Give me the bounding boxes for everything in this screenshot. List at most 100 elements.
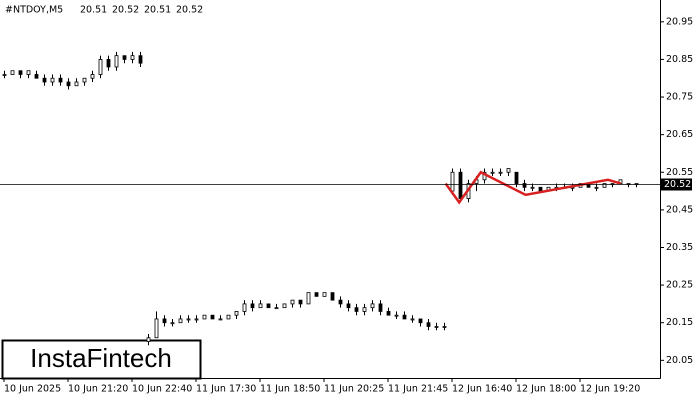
candle-body	[450, 171, 455, 192]
candle-body	[226, 314, 231, 320]
candle-body	[426, 322, 431, 327]
candle-body	[362, 307, 367, 312]
candle-body	[346, 303, 351, 309]
candle-body	[98, 59, 103, 75]
x-tick-label: 12 Jun 16:40	[452, 384, 512, 395]
price-label-box	[660, 178, 692, 191]
x-tick-label: 11 Jun 20:25	[324, 384, 384, 395]
y-tick-label: 20.05	[666, 355, 693, 366]
candle-body	[162, 318, 167, 324]
candle-body	[490, 171, 495, 174]
candle-body	[146, 337, 151, 342]
candle-body	[218, 318, 223, 321]
candle-body	[90, 74, 95, 79]
candle-body	[538, 186, 543, 192]
watermark-frame	[1, 339, 202, 380]
price-label: 20.52	[664, 179, 691, 190]
quote-value: 20.52	[112, 5, 139, 16]
candle-body	[418, 318, 423, 324]
y-tick-label: 20.75	[666, 92, 693, 103]
x-tick-label: 11 Jun 21:45	[388, 384, 448, 395]
candle-body	[130, 55, 135, 60]
candle-body	[274, 307, 279, 310]
candle-body	[330, 292, 335, 301]
candle-body	[370, 303, 375, 309]
candle-body	[210, 314, 215, 320]
candle-body	[202, 314, 207, 320]
x-tick-label: 12 Jun 19:20	[580, 384, 640, 395]
candle-body	[50, 77, 55, 83]
pattern-line	[444, 170, 622, 205]
candle-body	[394, 314, 399, 317]
candle-body	[386, 311, 391, 316]
y-tick-label: 20.25	[666, 280, 693, 291]
candle-body	[338, 299, 343, 305]
candle-body	[66, 81, 71, 87]
candle-body	[18, 70, 23, 75]
candle-body	[290, 299, 295, 305]
symbol-title: #NTDOY,M5	[5, 5, 63, 16]
candle-body	[114, 55, 119, 68]
x-tick-label: 10 Jun 22:40	[132, 384, 192, 395]
candle-body	[10, 70, 15, 75]
y-tick-label: 20.95	[666, 16, 693, 27]
candle-body	[522, 183, 527, 188]
y-tick-label: 20.45	[666, 204, 693, 215]
watermark: InstaFintech	[30, 343, 172, 373]
candle-body	[458, 171, 463, 199]
y-tick-label: 20.65	[666, 129, 693, 140]
y-tick-label: 20.35	[666, 242, 693, 253]
candle-body	[106, 59, 111, 68]
header: #NTDOY,M5 20.51 20.52 20.51 20.52	[5, 5, 203, 16]
y-tick-label: 20.55	[666, 167, 693, 178]
candle-body	[498, 171, 503, 174]
candle-body	[442, 326, 447, 328]
quote-value: 20.51	[80, 5, 107, 16]
candle-body	[298, 299, 303, 305]
y-tick-label: 20.15	[666, 317, 693, 328]
candle-body	[82, 77, 87, 83]
candle-body	[306, 292, 311, 305]
candle-body	[74, 81, 79, 87]
candle-body	[258, 303, 263, 309]
x-tick-label: 12 Jun 18:00	[516, 384, 576, 395]
x-tick-label: 11 Jun 17:30	[196, 384, 256, 395]
candle-body	[266, 303, 271, 309]
x-tick-label: 11 Jun 18:50	[260, 384, 320, 395]
candle-body	[2, 74, 7, 76]
quote-value: 20.52	[176, 5, 203, 16]
y-tick-label: 20.85	[666, 54, 693, 65]
x-tick-label: 10 Jun 21:20	[68, 384, 128, 395]
candle-body	[434, 326, 439, 328]
x-tick-label: 10 Jun 2025	[4, 384, 61, 395]
quote-value: 20.51	[144, 5, 171, 16]
candle-body	[322, 292, 327, 297]
candle-body	[594, 186, 599, 189]
candle-body	[314, 292, 319, 297]
candle-body	[194, 318, 199, 321]
watermark-box: InstaFintech	[1, 339, 202, 380]
candle-body	[242, 303, 247, 312]
candle-body	[354, 307, 359, 312]
candle-body	[530, 186, 535, 189]
candle-body	[138, 55, 143, 64]
candle-body	[170, 322, 175, 325]
candle-body	[282, 303, 287, 309]
candle-body	[402, 314, 407, 320]
candle-body	[410, 318, 415, 321]
candle-body	[178, 318, 183, 324]
candle-body	[26, 70, 31, 75]
candle-body	[234, 311, 239, 316]
candle-body	[514, 171, 519, 184]
candle-body	[250, 303, 255, 309]
candle-body	[58, 77, 63, 83]
candle-body	[42, 77, 47, 83]
candle-body	[602, 183, 607, 188]
candle-body	[378, 303, 383, 312]
candle-body	[34, 74, 39, 79]
candle-body	[122, 55, 127, 60]
candle-body	[506, 168, 511, 173]
candle-body	[154, 318, 159, 339]
candle-body	[186, 318, 191, 321]
